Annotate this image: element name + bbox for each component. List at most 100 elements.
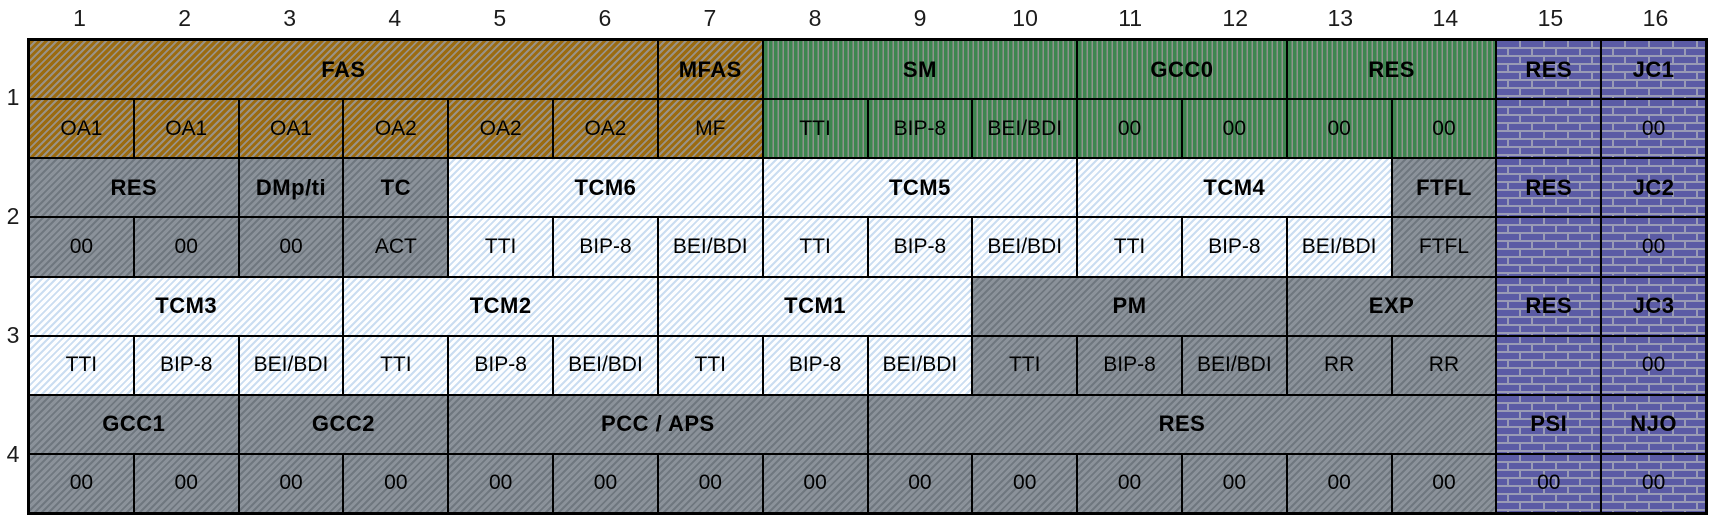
r2-byte-c7-bei-bdi: BEI/BDI bbox=[658, 218, 762, 276]
r1-field-c15-res: RES bbox=[1497, 41, 1601, 99]
cell-label: TTI bbox=[1008, 353, 1041, 377]
r1-byte-c8-tti: TTI bbox=[763, 100, 867, 158]
r4-byte-c9-00: 00 bbox=[868, 454, 972, 512]
r1-field-c7-mfas: MFAS bbox=[658, 41, 762, 99]
r4-byte-c13-00: 00 bbox=[1287, 454, 1391, 512]
brick-texture bbox=[1497, 218, 1601, 276]
cell-label: BIP-8 bbox=[1208, 234, 1261, 258]
cell-label: RES bbox=[1368, 56, 1415, 82]
cell-label: BIP-8 bbox=[1103, 353, 1156, 377]
r2-byte-c14-ftfl: FTFL bbox=[1392, 218, 1496, 276]
r4-byte-c7-00: 00 bbox=[658, 454, 762, 512]
r4-byte-c12-00: 00 bbox=[1182, 454, 1286, 512]
r2-byte-c10-bei-bdi: BEI/BDI bbox=[973, 218, 1077, 276]
cell-label: TTI bbox=[694, 353, 727, 377]
column-number-8: 8 bbox=[808, 4, 822, 31]
column-number-15: 15 bbox=[1537, 4, 1564, 31]
column-number-6: 6 bbox=[598, 4, 612, 31]
column-number-7: 7 bbox=[703, 4, 717, 31]
cell-label: BEI/BDI bbox=[1301, 234, 1377, 258]
r4-field-c15-psi: PSI bbox=[1497, 395, 1601, 453]
r3-byte-c10-tti: TTI bbox=[973, 336, 1077, 394]
r1-byte-c2-oa1: OA1 bbox=[134, 100, 238, 158]
cell-label: 00 bbox=[174, 471, 198, 495]
cell-label: 00 bbox=[1641, 116, 1666, 140]
r1-byte-c10-bei-bdi: BEI/BDI bbox=[973, 100, 1077, 158]
row-number-1: 1 bbox=[6, 84, 20, 110]
cell-label: BIP-8 bbox=[159, 353, 213, 377]
cell-label: 00 bbox=[279, 471, 303, 495]
cell-label: OA1 bbox=[60, 116, 103, 140]
brick-texture bbox=[1602, 218, 1705, 276]
cell-label: BEI/BDI bbox=[253, 353, 329, 377]
r4-byte-c1-00: 00 bbox=[30, 454, 133, 512]
r2-byte-c11-tti: TTI bbox=[1078, 218, 1181, 276]
column-number-14: 14 bbox=[1432, 4, 1459, 31]
r4-field-c16-njo: NJO bbox=[1602, 395, 1705, 453]
column-number-16: 16 bbox=[1642, 4, 1669, 31]
cell-label: 00 bbox=[1537, 471, 1561, 495]
r2-byte-c1-00: 00 bbox=[30, 218, 133, 276]
cell-label: 00 bbox=[1432, 116, 1456, 140]
brick-texture bbox=[1497, 454, 1601, 512]
column-number-9: 9 bbox=[913, 4, 927, 31]
brick-texture bbox=[1602, 454, 1705, 512]
r1-field-c11-gcc0: GCC0 bbox=[1078, 41, 1286, 99]
otn-overhead-table: FAS MFAS SM GCC0 RES RES JC1 OA1 OA1 OA1 OA2 OA2 OA2… bbox=[27, 38, 1708, 515]
r3-byte-c13-rr: RR bbox=[1287, 336, 1391, 394]
r1-field-c13-res: RES bbox=[1287, 41, 1496, 99]
cell-label: 00 bbox=[1117, 471, 1142, 495]
r2-byte-c5-tti: TTI bbox=[449, 218, 553, 276]
r3-byte-c5-bip-8: BIP-8 bbox=[449, 336, 553, 394]
brick-texture bbox=[1602, 100, 1705, 158]
r2-byte-c2-00: 00 bbox=[134, 218, 238, 276]
r2-byte-c13-bei-bdi: BEI/BDI bbox=[1287, 218, 1391, 276]
cell-label: SM bbox=[902, 56, 937, 82]
cell-label: RES bbox=[1158, 411, 1206, 437]
r3-field-c1-tcm3: TCM3 bbox=[30, 277, 343, 335]
r4-byte-c15-00: 00 bbox=[1497, 454, 1601, 512]
brick-texture bbox=[1602, 395, 1705, 453]
r3-byte-c8-bip-8: BIP-8 bbox=[763, 336, 867, 394]
r1-byte-c15-reserved bbox=[1497, 100, 1601, 158]
brick-texture bbox=[1602, 277, 1705, 335]
cell-label: BEI/BDI bbox=[672, 234, 748, 258]
cell-label: 00 bbox=[908, 471, 932, 495]
row-number-4: 4 bbox=[6, 441, 20, 467]
cell-label: TTI bbox=[799, 116, 831, 140]
cell-label: JC2 bbox=[1632, 174, 1675, 200]
cell-label: OA1 bbox=[270, 116, 313, 140]
r1-byte-c14-00: 00 bbox=[1392, 100, 1496, 158]
r3-byte-c2-bip-8: BIP-8 bbox=[134, 336, 238, 394]
cell-label: 00 bbox=[279, 234, 303, 258]
cell-label: 00 bbox=[1327, 116, 1351, 140]
cell-label: TC bbox=[380, 174, 411, 200]
cell-label: RES bbox=[1525, 56, 1573, 82]
r1-byte-c1-oa1: OA1 bbox=[30, 100, 133, 158]
r3-byte-c1-tti: TTI bbox=[30, 336, 133, 394]
brick-texture bbox=[1602, 159, 1705, 217]
r1-byte-c11-00: 00 bbox=[1078, 100, 1181, 158]
r4-byte-c2-00: 00 bbox=[134, 454, 238, 512]
cell-label: TCM3 bbox=[155, 293, 218, 319]
cell-label: 00 bbox=[1222, 116, 1247, 140]
r1-byte-c13-00: 00 bbox=[1287, 100, 1391, 158]
brick-texture bbox=[1602, 41, 1705, 99]
brick-texture bbox=[1497, 100, 1601, 158]
r4-byte-c6-00: 00 bbox=[554, 454, 657, 512]
r2-field-c4-tc: TC bbox=[344, 159, 448, 217]
cell-label: FTFL bbox=[1418, 234, 1470, 258]
r1-field-c1-fas: FAS bbox=[30, 41, 657, 99]
r1-byte-c16-00: 00 bbox=[1602, 100, 1705, 158]
brick-texture bbox=[1497, 336, 1601, 394]
r2-byte-c6-bip-8: BIP-8 bbox=[554, 218, 657, 276]
r4-field-c1-gcc1: GCC1 bbox=[30, 395, 238, 453]
cell-label: NJO bbox=[1630, 411, 1677, 437]
cell-label: 00 bbox=[1641, 353, 1666, 377]
cell-label: OA1 bbox=[165, 116, 208, 140]
cell-label: BEI/BDI bbox=[882, 353, 958, 377]
cell-label: 00 bbox=[1641, 471, 1666, 495]
cell-label: 00 bbox=[1013, 471, 1037, 495]
cell-label: JC3 bbox=[1632, 293, 1675, 319]
